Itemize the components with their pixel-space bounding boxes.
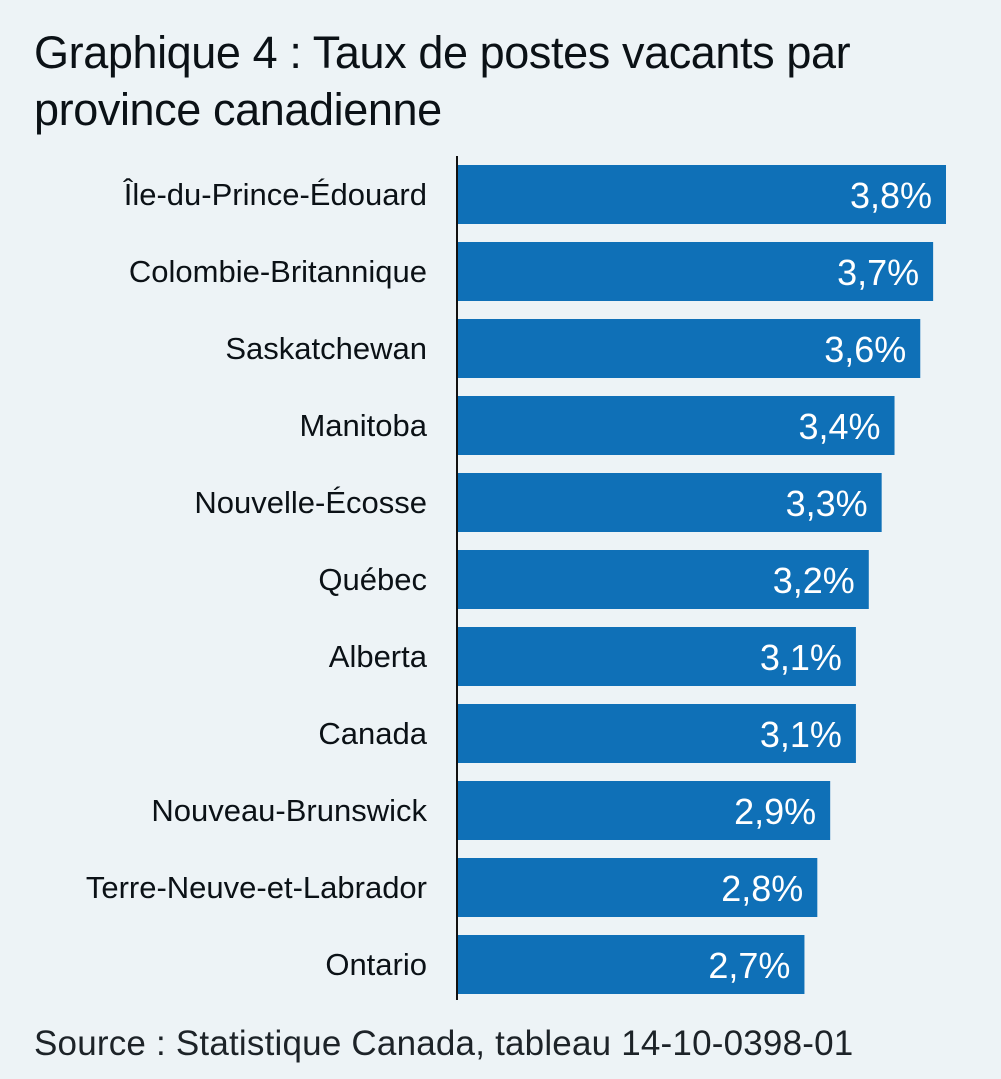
chart-title: Graphique 4 : Taux de postes vacants par… (34, 27, 851, 135)
category-label: Alberta (329, 639, 428, 674)
category-label: Colombie-Britannique (129, 254, 427, 289)
bar (457, 858, 818, 917)
bar (457, 550, 869, 609)
bar-value-label: 2,7% (708, 945, 790, 986)
category-label: Manitoba (299, 408, 427, 443)
bar (457, 396, 895, 455)
bar (457, 935, 805, 994)
category-label: Île-du-Prince-Édouard (123, 177, 427, 212)
bar-value-label: 3,6% (824, 329, 906, 370)
category-label: Québec (318, 562, 427, 597)
bar-value-label: 3,7% (837, 252, 919, 293)
bar-value-label: 3,8% (850, 175, 932, 216)
category-label: Nouveau-Brunswick (151, 793, 427, 828)
bar (457, 165, 946, 224)
bar-value-label: 3,3% (786, 483, 868, 524)
bar (457, 242, 934, 301)
category-label: Ontario (325, 947, 427, 982)
bar (457, 473, 882, 532)
bar-value-label: 2,8% (721, 868, 803, 909)
bar (457, 319, 921, 378)
bar (457, 627, 856, 686)
category-label: Nouvelle-Écosse (194, 485, 427, 520)
bar-value-label: 3,2% (773, 560, 855, 601)
bar (457, 704, 856, 763)
source-note: Source : Statistique Canada, tableau 14-… (34, 1024, 854, 1063)
category-label: Saskatchewan (225, 331, 427, 366)
bar-value-label: 3,1% (760, 714, 842, 755)
category-label: Canada (318, 716, 427, 751)
bar-value-label: 2,9% (734, 791, 816, 832)
bar (457, 781, 831, 840)
bar-value-label: 3,4% (798, 406, 880, 447)
bar-value-label: 3,1% (760, 637, 842, 678)
category-label: Terre-Neuve-et-Labrador (86, 870, 427, 905)
